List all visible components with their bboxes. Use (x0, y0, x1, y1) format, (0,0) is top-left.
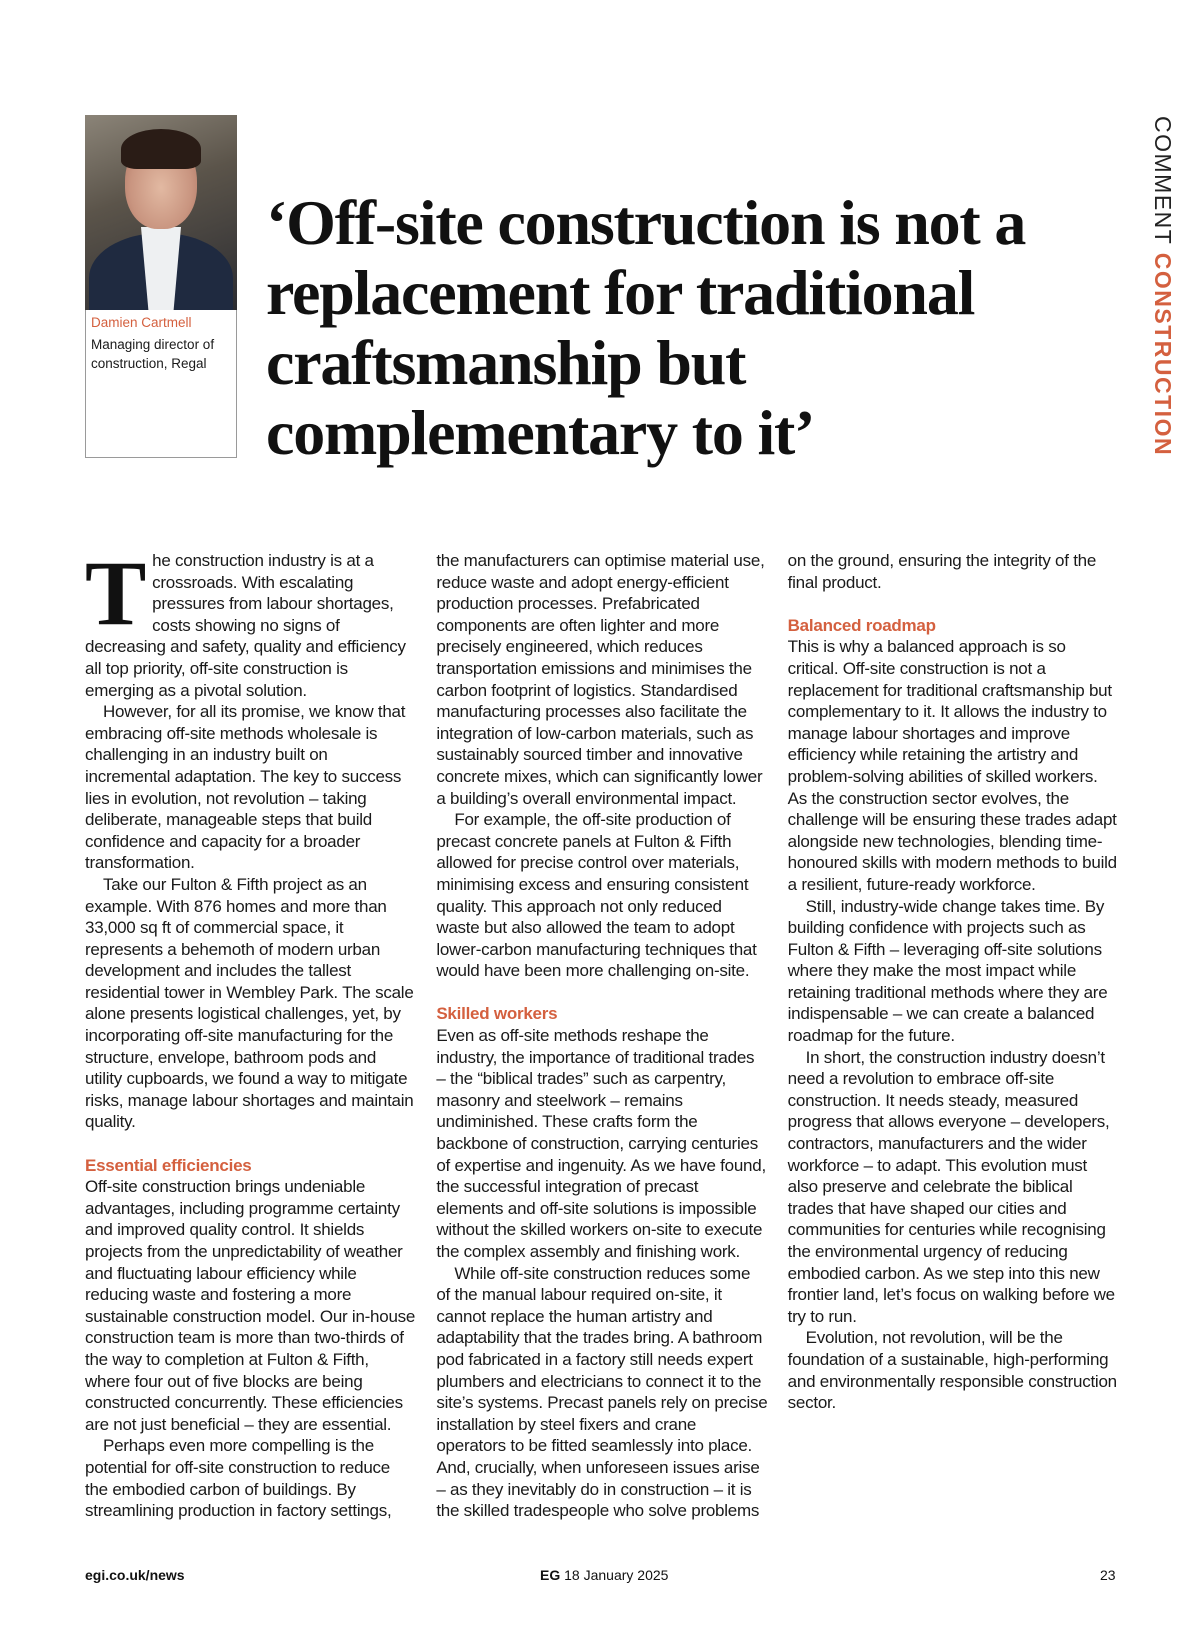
subheading: Skilled workers (436, 1004, 558, 1024)
footer-date: 18 January 2025 (564, 1567, 669, 1583)
section-label: COMMENT (1150, 116, 1176, 245)
author-portrait-photo (85, 115, 237, 310)
author-role: Managing director of construction, Regal (91, 337, 215, 371)
footer-issue: EG 18 January 2025 (540, 1567, 668, 1583)
page-number: 23 (1100, 1567, 1116, 1583)
paragraph: In short, the construction industry does… (787, 1047, 1115, 1326)
author-name: Damien Cartmell (91, 315, 192, 330)
subheading: Essential efficiencies (85, 1155, 252, 1175)
paragraph: Evolution, not revolution, will be the f… (787, 1328, 1117, 1413)
paragraph: Perhaps even more compelling is the pote… (85, 551, 765, 1521)
footer-website: egi.co.uk/news (85, 1567, 185, 1583)
paragraph: For example, the off-site production of … (436, 810, 757, 981)
headline: ‘Off-site construction is not a replacem… (266, 187, 1026, 468)
paragraph-text: he construction industry is at a crossro… (85, 551, 406, 700)
paragraph: Take our Fulton & Fifth project as an ex… (85, 874, 414, 1132)
paragraph: While off-site construction reduces some… (436, 551, 1097, 1521)
subheading: Balanced roadmap (787, 615, 936, 635)
paragraph: Off-site construction brings undeniable … (85, 1177, 416, 1434)
paragraph: Still, industry-wide change takes time. … (787, 896, 1108, 1046)
section-category: CONSTRUCTION (1150, 252, 1176, 457)
footer-publication: EG (540, 1567, 561, 1583)
author-box: Damien Cartmell Managing director of con… (85, 115, 237, 458)
paragraph: Even as off-site methods reshape the ind… (436, 1026, 766, 1261)
paragraph: This is why a balanced approach is so cr… (787, 637, 1117, 894)
paragraph: However, for all its promise, we know th… (85, 702, 406, 873)
drop-cap: T (85, 542, 147, 644)
section-tag: COMMENT CONSTRUCTION (1149, 116, 1176, 456)
